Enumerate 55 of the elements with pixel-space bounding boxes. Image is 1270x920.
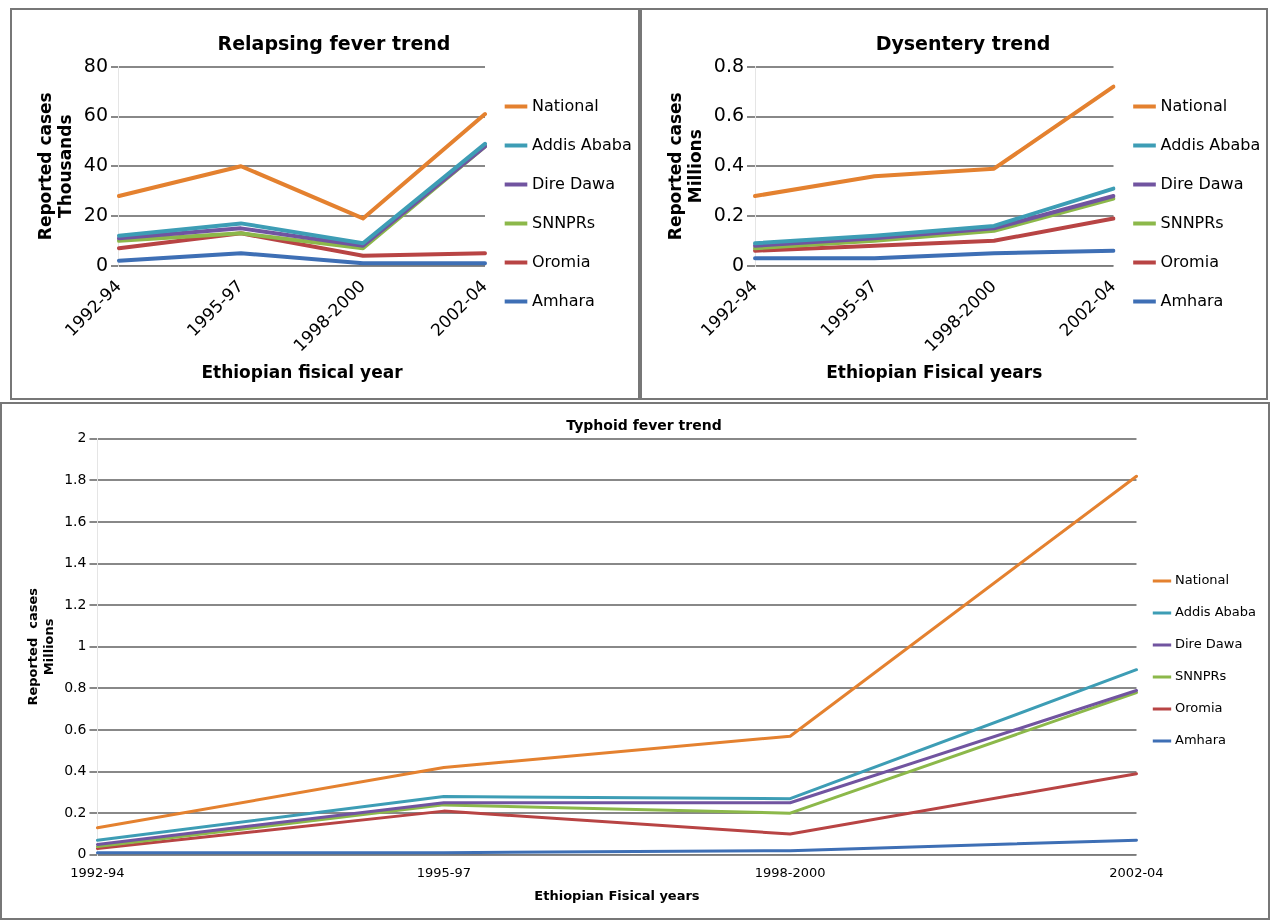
y-tick-label: 20: [83, 202, 108, 225]
legend-label: Dire Dawa: [1160, 173, 1244, 193]
text: Millions: [685, 129, 706, 204]
legend-label: SNNPRs: [1174, 668, 1227, 684]
y-tick-label: 40: [83, 153, 108, 176]
legend-label: SNNPRs: [532, 212, 596, 232]
y-tick-label: 80: [83, 53, 108, 76]
legend-label: Amhara: [1160, 290, 1224, 310]
legend-label: Addis Ababa: [532, 134, 632, 154]
x-tick-label: 1995-97: [416, 864, 471, 880]
y-tick-label: 1.4: [64, 554, 87, 571]
chart-title: Typhoid fever trend: [566, 417, 722, 434]
y-tick-label: 1.2: [64, 595, 87, 612]
y-tick-label: 0: [95, 252, 108, 275]
y-tick-label: 1.8: [64, 471, 87, 488]
x-tick-label: 1992-94: [70, 864, 125, 880]
x-axis-title: Ethiopian fisical year: [201, 362, 404, 383]
y-tick-label: 0.6: [64, 720, 87, 737]
y-axis-title: Reported cases: [34, 92, 55, 241]
y-axis-title: Reported cases: [664, 92, 685, 241]
y-tick-label: 1: [77, 637, 87, 654]
y-tick-label: 0.2: [713, 202, 745, 225]
y-tick-label: 1.6: [64, 512, 87, 529]
legend-label: Dire Dawa: [532, 173, 615, 193]
chart-title: Dysentery trend: [875, 32, 1051, 55]
legend-label: Addis Ababa: [1160, 134, 1261, 154]
y-tick-label: 0.8: [713, 53, 745, 76]
y-tick-label: 0: [77, 845, 87, 862]
x-tick-label: 2002-04: [1109, 864, 1164, 880]
y-tick-label: 0.4: [64, 762, 87, 779]
legend-label: National: [1174, 572, 1230, 588]
legend-label: Oromia: [1174, 700, 1223, 716]
legend-label: National: [532, 95, 599, 115]
legend-label: SNNPRs: [1160, 212, 1224, 232]
x-axis-title: Ethiopian Fisical years: [534, 887, 700, 903]
legend-label: Amhara: [532, 290, 595, 310]
legend-label: Addis Ababa: [1174, 604, 1256, 620]
chart-title: Relapsing fever trend: [217, 32, 451, 55]
legend-label: National: [1160, 95, 1228, 115]
legend-label: Oromia: [1160, 251, 1219, 271]
y-tick-label: 60: [83, 103, 108, 126]
y-tick-label: 0.6: [713, 103, 745, 126]
x-tick-label: 1998-2000: [754, 864, 826, 880]
x-axis-title: Ethiopian Fisical years: [826, 362, 1043, 383]
y-tick-label: 2: [77, 429, 87, 446]
legend-label: Oromia: [532, 251, 591, 271]
legend-label: Amhara: [1174, 732, 1227, 748]
legend-label: Dire Dawa: [1174, 636, 1243, 652]
text: Thousands: [55, 114, 76, 218]
y-tick-label: 0.8: [64, 679, 87, 696]
y-axis-title: Reported cases: [25, 587, 41, 706]
text: Millions: [40, 618, 56, 676]
y-tick-label: 0.4: [713, 153, 745, 176]
y-tick-label: 0.2: [64, 803, 87, 820]
y-tick-label: 0: [731, 252, 745, 275]
